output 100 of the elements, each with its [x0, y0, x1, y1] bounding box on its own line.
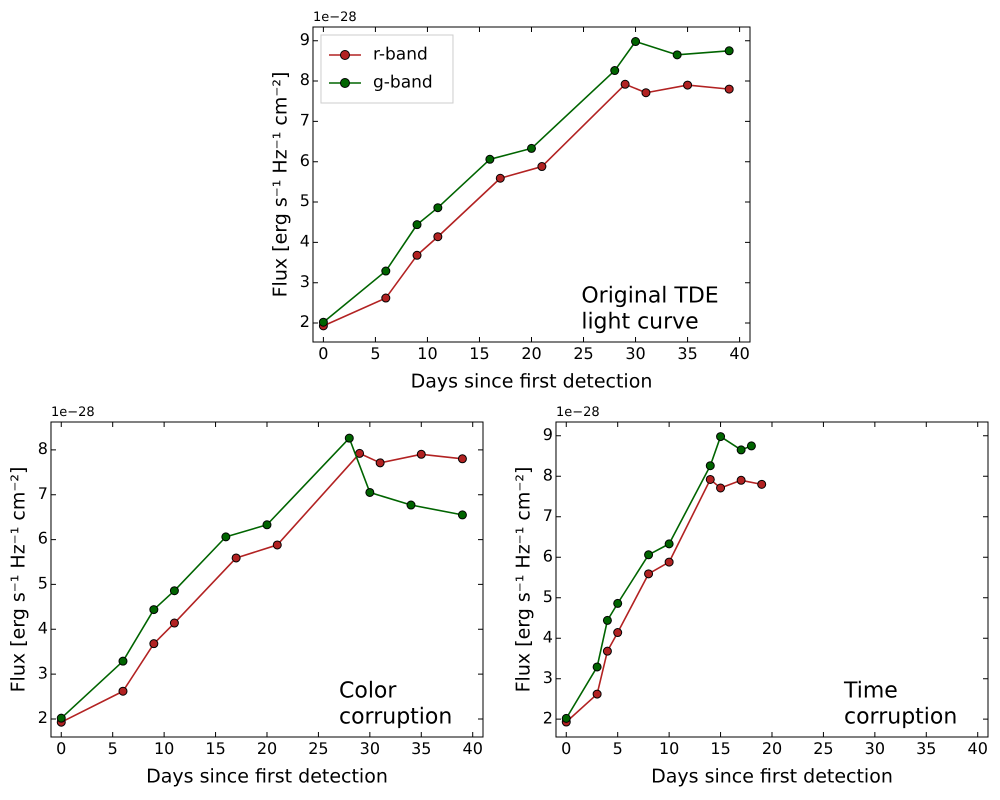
x-tick-label: 10: [658, 738, 680, 758]
point: [262, 520, 272, 530]
x-axis-title: Days since first detection: [651, 766, 893, 788]
point: [496, 174, 505, 183]
point: [724, 84, 734, 94]
x-tick-label: 30: [864, 738, 886, 758]
y-axis-title: Flux [erg s⁻¹ Hz⁻¹ cm⁻²]: [512, 466, 534, 692]
point: [355, 448, 364, 458]
x-tick-label: 40: [729, 344, 750, 363]
point: [592, 662, 602, 672]
point: [406, 500, 416, 510]
x-tick-label: 10: [417, 344, 438, 363]
x-tick-label: 15: [205, 738, 226, 758]
point: [416, 450, 426, 459]
point: [412, 220, 422, 230]
x-tick-label: 10: [154, 738, 174, 758]
y-tick-label: 6: [542, 546, 553, 566]
point: [433, 232, 442, 242]
x-tick-label: 5: [108, 738, 118, 758]
x-tick-label: 20: [256, 738, 278, 758]
point: [381, 266, 390, 276]
point: [644, 550, 654, 560]
point: [592, 690, 602, 699]
point: [149, 605, 158, 614]
y-tick-label: 4: [300, 232, 310, 251]
y-tick-label: 6: [300, 150, 310, 170]
x-tick-label: 15: [710, 738, 731, 758]
point: [610, 66, 620, 76]
x-tick-label: 35: [411, 738, 432, 758]
y-tick-label: 5: [542, 586, 553, 606]
y-tick-label: 7: [38, 484, 48, 503]
point: [602, 616, 612, 625]
point: [757, 480, 766, 489]
point: [613, 628, 622, 638]
point: [706, 474, 715, 484]
y-tick-label: 3: [542, 668, 553, 687]
point: [458, 454, 467, 464]
annotation: Time corruption: [842, 678, 958, 730]
y-tick-label: 4: [542, 627, 553, 646]
point: [318, 318, 328, 327]
text: 1e−28: [312, 10, 357, 25]
point: [746, 441, 756, 450]
point: [485, 154, 494, 164]
point: [170, 618, 179, 628]
point: [433, 203, 442, 212]
y-tick-label: 8: [542, 465, 553, 484]
point: [118, 656, 128, 666]
point: [716, 432, 726, 442]
y-tick-label: 2: [300, 312, 310, 332]
point: [221, 532, 230, 542]
y-tick-label: 3: [300, 272, 310, 291]
x-tick-label: 35: [916, 738, 936, 758]
point: [232, 553, 241, 562]
point: [170, 586, 179, 596]
y-tick-label: 2: [542, 708, 553, 728]
point: [537, 162, 546, 172]
point: [562, 714, 571, 723]
y-tick-label: 9: [300, 30, 310, 49]
y-tick-label: 3: [38, 663, 48, 682]
x-tick-label: 0: [561, 738, 572, 758]
point: [526, 144, 536, 153]
y-tick-label: 8: [38, 438, 48, 458]
text: 1e−28: [556, 404, 600, 420]
point: [118, 686, 128, 696]
point: [458, 510, 467, 520]
x-axis-title: Days since first detection: [410, 370, 652, 393]
y-tick-label: 9: [542, 424, 553, 444]
point: [736, 476, 746, 485]
point: [664, 558, 674, 567]
y-tick-label: 6: [38, 528, 48, 548]
point: [365, 488, 374, 497]
point: [736, 445, 746, 454]
point: [644, 569, 654, 578]
point: [683, 80, 692, 90]
y-tick-label: 7: [542, 506, 553, 525]
point: [613, 598, 622, 608]
x-tick-label: 30: [360, 738, 380, 758]
point: [376, 458, 385, 468]
x-tick-label: 5: [612, 738, 623, 758]
x-tick-label: 25: [308, 738, 329, 758]
x-axis-title: Days since first detection: [146, 766, 388, 788]
x-tick-label: 25: [573, 344, 594, 363]
annotation: Color corruption: [338, 678, 452, 730]
point: [664, 539, 674, 548]
x-tick-label: 40: [968, 738, 988, 758]
x-tick-label: 0: [56, 738, 66, 758]
point: [672, 50, 682, 60]
y-axis-title: Flux [erg s⁻¹ Hz⁻¹ cm⁻²]: [7, 466, 30, 692]
x-tick-label: 15: [469, 344, 490, 363]
text: 1e−28: [50, 404, 95, 420]
point: [631, 37, 640, 46]
y-tick-label: 2: [38, 708, 48, 728]
x-tick-label: 40: [462, 738, 483, 758]
point: [149, 639, 158, 648]
point: [56, 714, 66, 723]
y-tick-label: 7: [300, 110, 310, 130]
x-tick-label: 0: [318, 344, 328, 363]
point: [602, 646, 612, 656]
point: [412, 250, 422, 260]
point: [620, 80, 630, 89]
